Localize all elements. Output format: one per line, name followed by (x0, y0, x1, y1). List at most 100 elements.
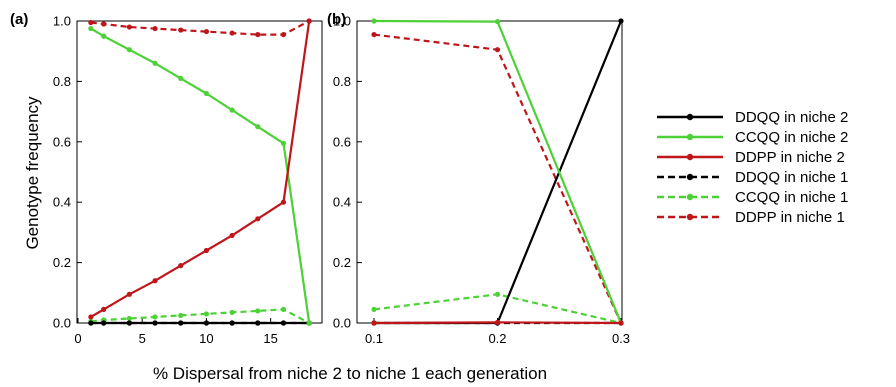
data-point-ccqq-in-niche-1 (255, 308, 261, 314)
data-point-ccqq-in-niche-2 (152, 60, 158, 66)
data-point-ccqq-in-niche-2 (101, 33, 107, 39)
data-point-ddpp-in-niche-2 (494, 319, 501, 325)
data-point-ccqq-in-niche-2 (306, 320, 312, 326)
legend-label: DDQQ in niche 1 (735, 169, 848, 186)
legend-marker (686, 213, 694, 221)
data-point-ddpp-in-niche-1 (494, 47, 501, 53)
x-tick-label: 5 (139, 331, 146, 346)
data-point-ddpp-in-niche-1 (203, 28, 210, 35)
data-point-ccqq-in-niche-2 (280, 140, 287, 146)
panel-label: (a) (10, 11, 28, 28)
data-point-ddpp-in-niche-1 (229, 30, 235, 36)
series-line-ddpp-in-niche-1 (90, 20, 310, 36)
plot-frame (356, 20, 623, 324)
y-tick-label: 0.2 (53, 255, 71, 270)
x-axis-title: % Dispersal from niche 2 to niche 1 each… (153, 364, 547, 383)
data-point-ddqq-in-niche-2 (280, 320, 287, 326)
data-point-ddpp-in-niche-2 (152, 278, 158, 284)
data-point-ddpp-in-niche-1 (371, 31, 377, 38)
y-tick-label: 0.4 (53, 195, 71, 210)
data-point-ddpp-in-niche-2 (229, 232, 235, 239)
legend-marker (686, 113, 694, 121)
y-axis-title: Genotype frequency (23, 96, 42, 250)
y-tick-label: 0.6 (333, 134, 351, 149)
data-point-ccqq-in-niche-2 (126, 47, 132, 53)
legend-label: DDPP in niche 1 (735, 209, 845, 226)
data-point-ccqq-in-niche-1 (371, 306, 377, 313)
data-point-ddpp-in-niche-1 (255, 31, 261, 38)
data-point-ddpp-in-niche-2 (126, 291, 132, 297)
x-tick-label: 0.3 (612, 331, 630, 346)
y-tick-label: 0.4 (333, 195, 351, 210)
data-point-ccqq-in-niche-2 (203, 90, 210, 97)
y-tick-label: 0.2 (333, 255, 351, 270)
data-point-ddqq-in-niche-2 (178, 320, 184, 326)
data-point-ddqq-in-niche-2 (88, 320, 94, 326)
data-point-ddpp-in-niche-1 (88, 19, 94, 26)
data-point-ddqq-in-niche-2 (126, 320, 132, 326)
data-point-ddpp-in-niche-2 (101, 306, 107, 313)
legend-label: DDPP in niche 2 (735, 149, 845, 166)
data-point-ddpp-in-niche-2 (203, 247, 210, 254)
legend-marker (686, 133, 694, 141)
series-line-ccqq-in-niche-2 (90, 27, 311, 324)
y-tick-label: 0.8 (53, 74, 71, 89)
data-point-ddpp-in-niche-2 (178, 263, 184, 269)
data-point-ccqq-in-niche-1 (203, 311, 210, 317)
x-tick-label: 0.1 (365, 331, 383, 346)
series-line-ddpp-in-niche-2 (90, 20, 311, 318)
legend-label: CCQQ in niche 1 (735, 189, 848, 206)
series-line-ddpp-in-niche-1 (373, 33, 623, 324)
data-point-ddpp-in-niche-2 (255, 216, 261, 222)
x-tick-label: 10 (199, 331, 213, 346)
series-line-ccqq-in-niche-2 (373, 19, 623, 324)
legend-label: DDQQ in niche 2 (735, 109, 848, 126)
x-tick-label: 0 (74, 331, 81, 346)
legend-label: CCQQ in niche 2 (735, 129, 848, 146)
data-point-ccqq-in-niche-1 (229, 309, 235, 316)
legend-marker (686, 173, 694, 181)
data-point-ccqq-in-niche-2 (229, 107, 235, 113)
data-point-ccqq-in-niche-1 (126, 315, 132, 322)
data-point-ddqq-in-niche-2 (101, 320, 107, 326)
y-tick-label: 0.6 (53, 134, 71, 149)
data-point-ddpp-in-niche-2 (280, 199, 287, 205)
panel-label: (b) (327, 11, 346, 28)
legend-marker (686, 153, 694, 161)
x-tick-label: 15 (263, 331, 277, 346)
y-tick-label: 1.0 (333, 14, 351, 29)
y-tick-label: 1.0 (53, 14, 71, 29)
series-line-ccqq-in-niche-1 (90, 308, 310, 324)
data-point-ccqq-in-niche-1 (494, 291, 501, 297)
data-point-ddqq-in-niche-2 (255, 320, 261, 326)
data-point-ccqq-in-niche-1 (280, 306, 287, 313)
data-point-ddqq-in-niche-2 (618, 18, 624, 24)
data-point-ddpp-in-niche-1 (280, 31, 287, 38)
data-point-ccqq-in-niche-1 (178, 312, 184, 319)
data-point-ddpp-in-niche-2 (618, 320, 624, 326)
data-point-ddpp-in-niche-1 (152, 25, 158, 32)
data-point-ccqq-in-niche-2 (255, 124, 261, 130)
y-tick-label: 0.0 (333, 316, 351, 331)
data-point-ddpp-in-niche-1 (126, 24, 132, 30)
data-point-ddpp-in-niche-2 (306, 18, 312, 24)
data-point-ddpp-in-niche-1 (178, 27, 184, 33)
plot-frame (76, 20, 323, 324)
x-tick-label: 0.2 (488, 331, 506, 346)
data-point-ddpp-in-niche-2 (371, 320, 377, 326)
panel-b: (b) 0.0 0.2 0.4 0.6 0.8 1.0 0.1 0.2 0.3 (327, 11, 630, 346)
data-point-ccqq-in-niche-2 (88, 25, 94, 32)
data-point-ccqq-in-niche-1 (152, 314, 158, 320)
data-point-ddqq-in-niche-2 (203, 320, 210, 326)
data-point-ddpp-in-niche-2 (88, 314, 94, 320)
panel-a: (a) 0.0 0.2 0.4 0.6 0.8 1.0 0 5 10 15 (10, 11, 323, 346)
data-point-ccqq-in-niche-2 (178, 75, 184, 81)
data-point-ddqq-in-niche-2 (152, 320, 158, 326)
data-point-ccqq-in-niche-2 (494, 19, 501, 25)
legend-marker (686, 193, 694, 201)
data-point-ccqq-in-niche-2 (371, 18, 377, 24)
y-tick-label: 0.0 (53, 316, 71, 331)
y-tick-label: 0.8 (333, 74, 351, 89)
series-line-ddqq-in-niche-2 (374, 20, 623, 325)
